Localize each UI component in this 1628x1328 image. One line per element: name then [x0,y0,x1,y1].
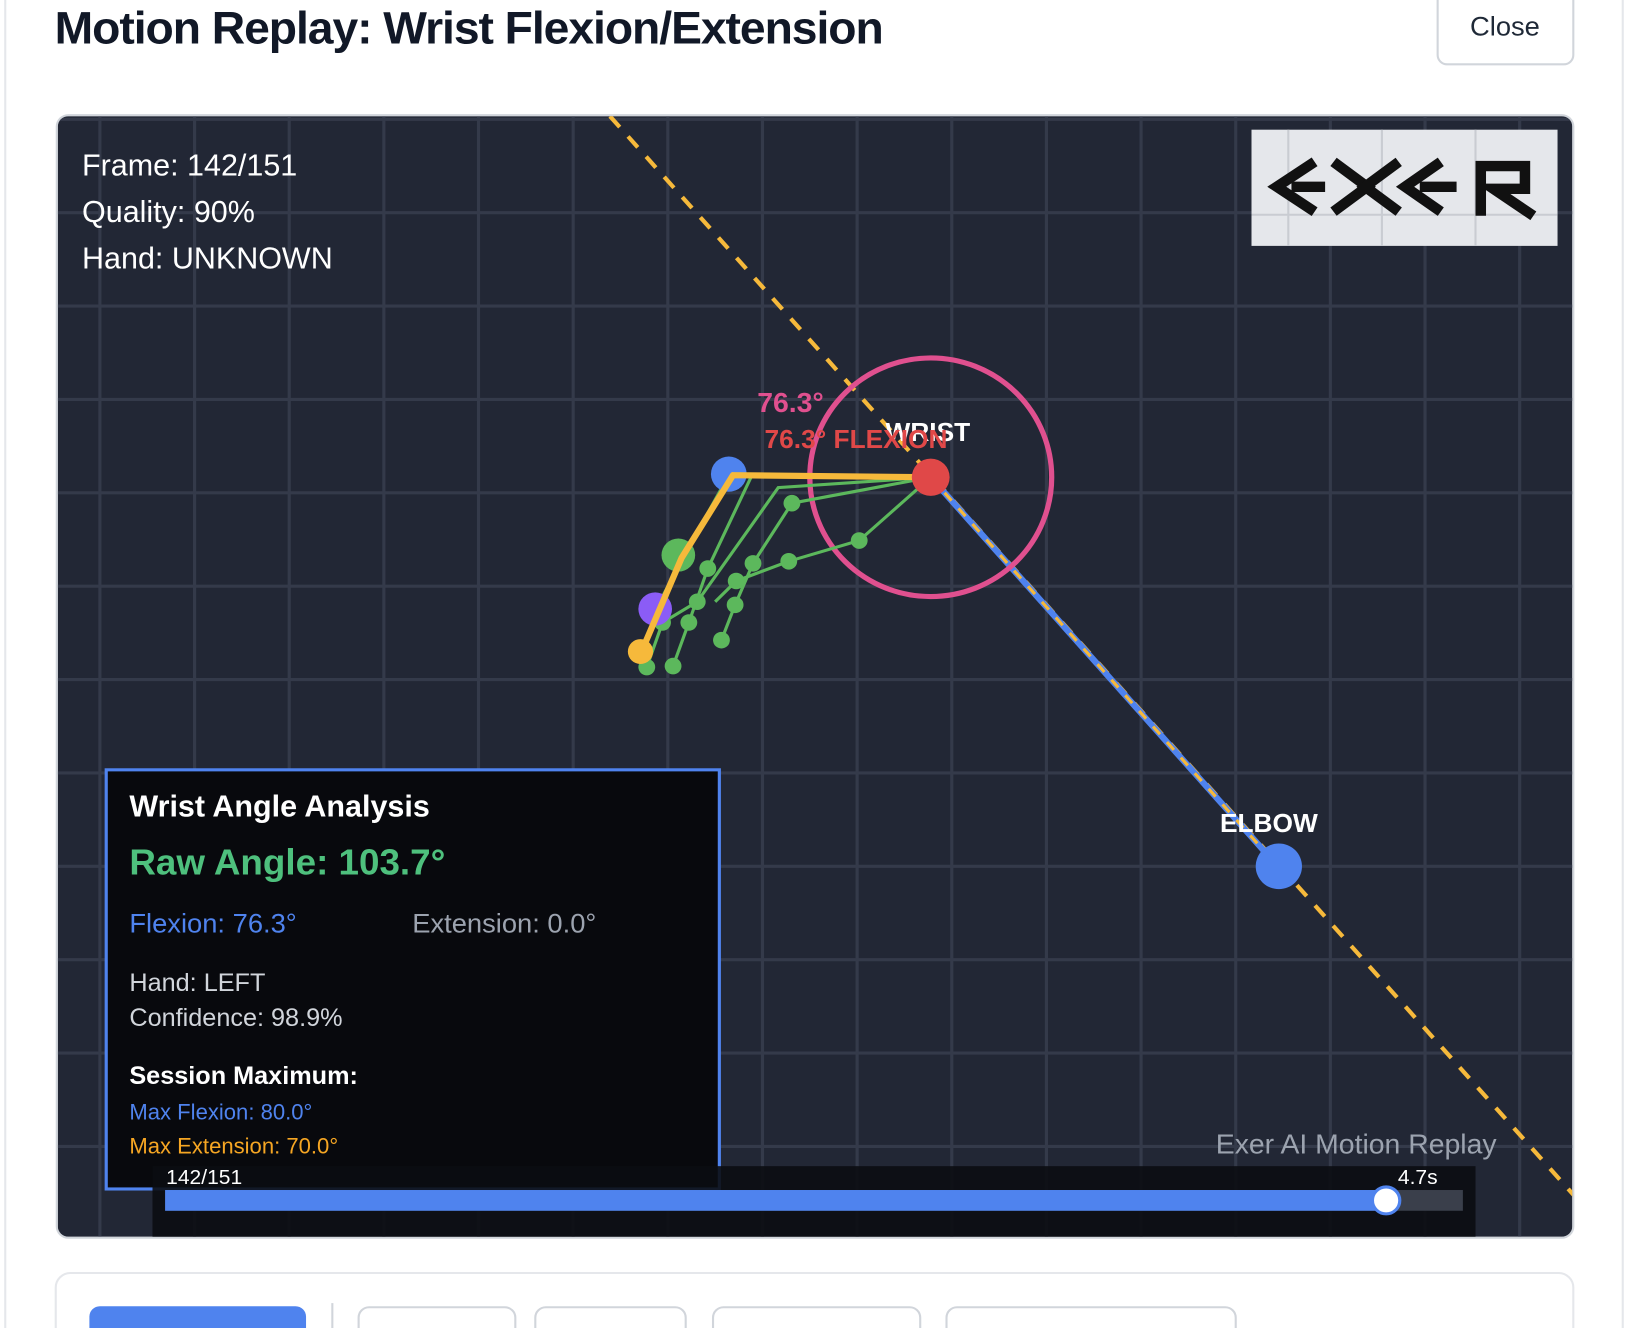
extension-value: Extension: 0.0° [412,908,596,939]
modal-title: Motion Replay: Wrist Flexion/Extension [55,2,883,54]
close-button-label[interactable]: Close [1470,10,1540,41]
timeline-time: 4.7s [1398,1166,1438,1189]
forearm-dash [929,476,1279,868]
close-button-frame[interactable] [1436,0,1575,66]
hand-value: Hand: LEFT [129,969,265,997]
flexion-label: 76.3° FLEXION [765,424,948,454]
timeline-knob[interactable] [1370,1185,1402,1216]
raw-angle: Raw Angle: 103.7° [129,842,445,883]
session-max-title: Session Maximum: [129,1062,358,1090]
max-extension: Max Extension: 70.0° [129,1134,338,1159]
replay-canvas: 76.3° WRIST 76.3° FLEXION ELBOW Frame: 1… [57,116,1573,1237]
max-flexion: Max Flexion: 80.0° [129,1100,312,1125]
control-button[interactable] [534,1306,687,1328]
quality-info: Quality: 90% [82,196,255,229]
frame-info: Frame: 142/151 [82,150,297,183]
elbow-joint [1255,843,1302,890]
wrist-joint [911,458,950,496]
angle-label: 76.3° [757,386,824,418]
panel-title: Wrist Angle Analysis [129,791,429,824]
control-button[interactable] [357,1306,517,1328]
timeline-frame: 142/151 [166,1166,242,1189]
analysis-panel: Wrist Angle Analysis Raw Angle: 103.7° F… [104,768,721,1191]
confidence-value: Confidence: 98.9% [129,1004,342,1032]
hand-outline [638,472,931,653]
timeline-progress [165,1190,1387,1211]
wrist-label: WRIST [886,417,971,447]
close-button[interactable]: Close [1436,0,1575,66]
timeline: 142/151 4.7s [152,1166,1476,1237]
index-base [710,456,747,492]
elbow-label: ELBOW [1220,808,1318,838]
control-button[interactable] [711,1306,922,1328]
watermark: Exer AI Motion Replay [1216,1128,1498,1160]
fingertip [627,639,654,664]
logo [1251,129,1558,246]
control-button[interactable] [945,1306,1237,1328]
control-button[interactable] [89,1306,307,1328]
flexion-value: Flexion: 76.3° [129,908,296,939]
hand-info: Hand: UNKNOWN [82,243,333,276]
